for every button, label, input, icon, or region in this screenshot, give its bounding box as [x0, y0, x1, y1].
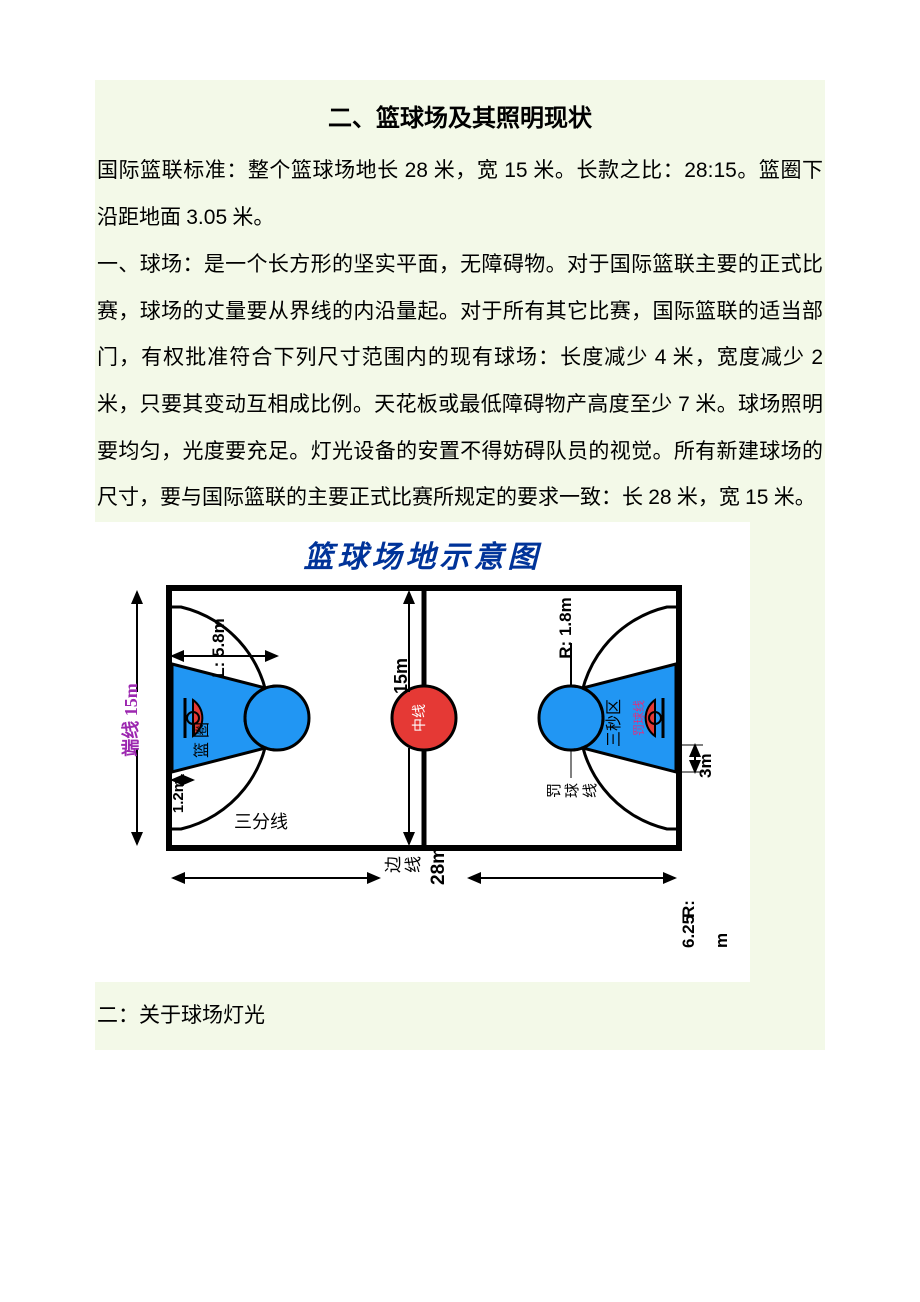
- number: 15: [745, 486, 768, 509]
- text: 米。: [227, 205, 274, 229]
- label-endline: 端线 15m: [120, 683, 141, 757]
- section-2-heading: 二：关于球场灯光: [95, 988, 825, 1050]
- paragraph-court-desc: 一、球场：是一个长方形的坚实平面，无障碍物。对于国际篮联主要的正式比赛，球场的丈…: [95, 241, 825, 521]
- text: 米。长款之比：: [528, 158, 685, 182]
- main-heading: 二、篮球场及其照明现状: [95, 80, 825, 147]
- text: 国际篮联标准：整个篮球场地长: [97, 158, 405, 182]
- label-ft-radius: R: 1.8m: [556, 597, 575, 658]
- text: 米，宽度减少: [666, 345, 811, 369]
- number: 28: [648, 486, 671, 509]
- number: 7: [678, 393, 690, 416]
- paragraph-standards: 国际篮联标准：整个篮球场地长 28 米，宽 15 米。长款之比：28:15。篮圈…: [95, 147, 825, 241]
- label-ft-width: 3m: [696, 753, 715, 778]
- court-svg: 中线 L: 5.8m 1.2m 篮 圈 三分线: [99, 578, 746, 978]
- number: 3.05: [186, 206, 227, 229]
- text: 米。: [768, 485, 815, 509]
- number: 28:15: [684, 159, 737, 182]
- label-key-length: L: 5.8m: [209, 618, 228, 678]
- label-backboard-dist: 1.2m: [170, 778, 187, 812]
- text: 米，只要其变动互相成比例。天花板或最低障碍物产高度至少: [97, 392, 678, 416]
- label-3pt-r-c: m: [712, 932, 731, 947]
- label-ft-line-a: 罚: [547, 782, 563, 797]
- label-sideline-b: 线: [404, 856, 423, 873]
- number: 28: [405, 159, 428, 182]
- label-length: 28m: [428, 846, 449, 884]
- diagram-title: 篮球场地示意图: [99, 526, 746, 578]
- number: 2: [811, 346, 823, 369]
- court-diagram: 篮球场地示意图 中线: [95, 522, 750, 982]
- number: 4: [655, 346, 667, 369]
- label-width: 15m: [391, 657, 411, 693]
- text: 米，宽: [428, 158, 504, 182]
- label-3pt-r-b: 6.25: [679, 914, 698, 947]
- label-paint: 三秒区: [605, 698, 623, 746]
- label-ft-line-b: 球: [564, 782, 581, 797]
- label-three-point: 三分线: [234, 812, 288, 832]
- number: 15: [504, 159, 527, 182]
- text: 米，宽: [672, 485, 746, 509]
- label-hoop: 篮 圈: [193, 721, 211, 757]
- page-content: 二、篮球场及其照明现状 国际篮联标准：整个篮球场地长 28 米，宽 15 米。长…: [95, 80, 825, 1050]
- center-label: 中线: [412, 704, 428, 732]
- label-sideline-a: 边: [384, 856, 403, 873]
- label-ft-line-pink: 罚球线: [632, 699, 646, 735]
- label-ft-line-c: 线: [582, 782, 599, 797]
